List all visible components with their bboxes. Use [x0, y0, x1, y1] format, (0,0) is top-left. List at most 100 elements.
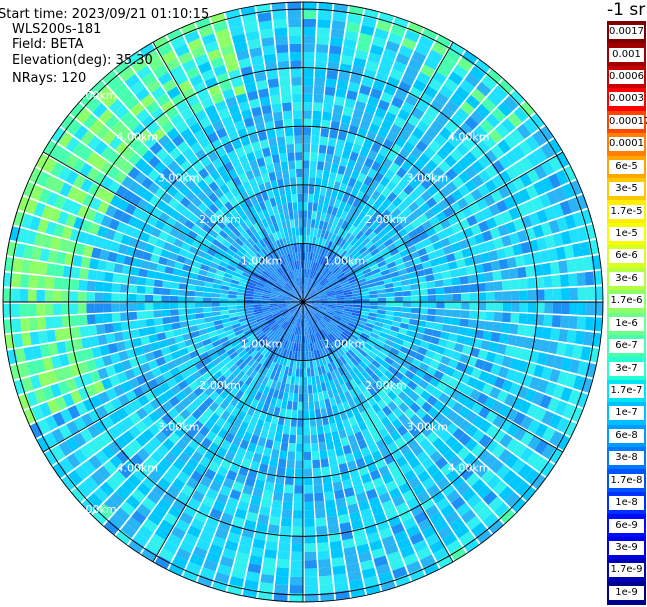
beta-gate-cell	[183, 445, 196, 458]
beta-gate-cell	[296, 296, 303, 302]
beta-gate-cell	[235, 358, 245, 367]
beta-gate-cell	[229, 363, 239, 373]
beta-gate-cell	[169, 295, 179, 302]
beta-gate-cell	[187, 38, 203, 51]
beta-gate-cell	[242, 180, 252, 191]
beta-gate-cell	[311, 316, 317, 324]
beta-gate-cell	[477, 155, 491, 169]
beta-gate-cell	[313, 94, 324, 103]
beta-gate-cell	[407, 324, 418, 332]
beta-gate-cell	[279, 293, 288, 297]
beta-gate-cell	[242, 255, 251, 263]
beta-gate-cell	[307, 277, 311, 287]
beta-gate-cell	[307, 202, 313, 211]
beta-gate-cell	[42, 386, 54, 401]
beta-gate-cell	[362, 204, 371, 214]
beta-gate-cell	[204, 281, 214, 288]
beta-gate-cell	[333, 181, 341, 191]
beta-gate-cell	[178, 302, 187, 309]
beta-gate-cell	[392, 396, 404, 407]
beta-gate-cell	[208, 461, 220, 473]
beta-gate-cell	[189, 74, 204, 87]
beta-gate-cell	[383, 223, 394, 234]
beta-gate-cell	[166, 28, 183, 43]
beta-gate-cell	[299, 243, 303, 253]
beta-gate-cell	[277, 317, 285, 325]
beta-gate-cell	[110, 397, 123, 411]
beta-gate-cell	[209, 335, 220, 343]
beta-gate-cell	[504, 345, 515, 357]
beta-gate-cell	[186, 251, 197, 261]
beta-gate-cell	[452, 414, 465, 427]
beta-gate-cell	[335, 326, 344, 334]
beta-gate-cell	[485, 311, 495, 321]
beta-gate-cell	[289, 43, 302, 53]
beta-gate-cell	[220, 512, 234, 524]
beta-gate-cell	[182, 386, 193, 397]
beta-gate-cell	[435, 34, 452, 49]
beta-gate-cell	[304, 584, 319, 594]
beta-gate-cell	[270, 291, 280, 296]
beta-gate-cell	[370, 332, 380, 340]
beta-gate-cell	[450, 546, 467, 561]
beta-gate-cell	[313, 333, 318, 342]
beta-gate-cell	[275, 196, 282, 206]
beta-gate-cell	[236, 332, 246, 340]
beta-gate-cell	[431, 204, 443, 215]
beta-gate-cell	[186, 344, 197, 353]
beta-gate-cell	[163, 512, 178, 526]
beta-gate-cell	[419, 202, 431, 214]
beta-gate-cell	[253, 308, 263, 313]
beta-gate-cell	[370, 88, 383, 100]
beta-gate-cell	[223, 52, 237, 65]
beta-gate-cell	[332, 315, 342, 321]
beta-gate-cell	[303, 393, 309, 402]
beta-gate-cell	[128, 377, 140, 389]
beta-gate-cell	[258, 201, 267, 211]
beta-gate-cell	[291, 409, 298, 419]
beta-gate-cell	[448, 358, 459, 369]
beta-gate-cell	[295, 309, 300, 318]
beta-gate-cell	[276, 355, 283, 365]
beta-gate-cell	[165, 107, 180, 120]
beta-gate-cell	[26, 360, 38, 376]
beta-gate-cell	[356, 41, 371, 53]
beta-gate-cell	[420, 178, 433, 190]
beta-gate-cell	[93, 236, 105, 249]
beta-gate-cell	[352, 295, 362, 300]
beta-gate-cell	[208, 192, 219, 203]
beta-gate-cell	[321, 329, 328, 337]
beta-gate-cell	[97, 367, 109, 380]
beta-gate-cell	[368, 336, 378, 344]
beta-gate-cell	[361, 370, 370, 380]
beta-gate-cell	[278, 278, 286, 286]
beta-gate-cell	[329, 45, 342, 55]
beta-gate-cell	[157, 71, 173, 86]
beta-gate-cell	[258, 88, 270, 99]
beta-gate-cell	[306, 218, 312, 228]
beta-gate-cell	[331, 189, 339, 199]
beta-gate-cell	[312, 459, 321, 469]
beta-gate-cell	[410, 289, 420, 296]
beta-gate-cell	[67, 405, 81, 420]
beta-gate-cell	[526, 403, 539, 418]
beta-gate-cell	[307, 252, 311, 261]
beta-gate-cell	[319, 450, 328, 460]
beta-gate-cell	[309, 177, 316, 186]
beta-gate-cell	[356, 92, 369, 104]
beta-gate-cell	[303, 52, 315, 61]
beta-gate-cell	[264, 268, 272, 276]
beta-gate-cell	[330, 233, 337, 243]
beta-gate-cell	[455, 107, 470, 122]
beta-gate-cell	[217, 428, 228, 440]
beta-gate-cell	[510, 128, 525, 144]
beta-gate-cell	[182, 87, 196, 100]
beta-gate-cell	[304, 510, 315, 519]
beta-gate-cell	[299, 227, 303, 236]
beta-gate-cell	[348, 215, 357, 225]
beta-gate-cell	[170, 384, 182, 396]
beta-gate-cell	[361, 76, 374, 88]
beta-gate-cell	[317, 203, 324, 213]
beta-gate-cell	[397, 108, 411, 121]
beta-gate-cell	[393, 16, 409, 30]
